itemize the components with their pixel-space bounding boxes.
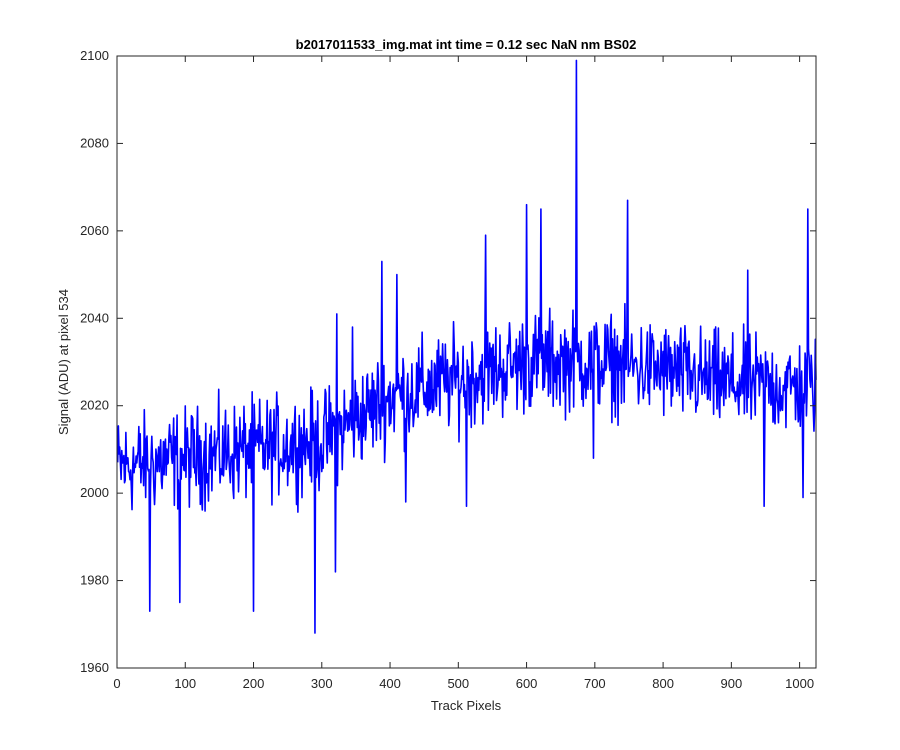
x-tick-label: 400 (379, 676, 401, 691)
x-tick-label: 500 (447, 676, 469, 691)
x-tick-label: 200 (243, 676, 265, 691)
x-tick-label: 700 (584, 676, 606, 691)
y-tick-label: 2080 (80, 135, 109, 150)
y-tick-label: 1960 (80, 660, 109, 675)
y-tick-label: 2060 (80, 223, 109, 238)
chart-title: b2017011533_img.mat int time = 0.12 sec … (296, 37, 637, 52)
x-tick-label: 1000 (785, 676, 814, 691)
x-tick-label: 900 (721, 676, 743, 691)
tick-layer: 0 100 200 300 400 500 600 700 800 900 1000 1960 1980… (80, 48, 816, 691)
x-axis-label: Track Pixels (431, 698, 502, 713)
x-tick-label: 100 (174, 676, 196, 691)
y-tick-label: 2020 (80, 398, 109, 413)
series-line (116, 59, 817, 634)
y-tick-label: 2040 (80, 310, 109, 325)
x-tick-label: 600 (516, 676, 538, 691)
axes-box (116, 55, 817, 669)
x-tick-label: 800 (652, 676, 674, 691)
series-layer (116, 59, 817, 634)
y-axis-label: Signal (ADU) at pixel 534 (56, 289, 71, 435)
y-tick-label: 2100 (80, 48, 109, 63)
y-tick-label: 2000 (80, 485, 109, 500)
x-tick-label: 300 (311, 676, 333, 691)
x-tick-label: 0 (113, 676, 120, 691)
y-tick-label: 1980 (80, 573, 109, 588)
